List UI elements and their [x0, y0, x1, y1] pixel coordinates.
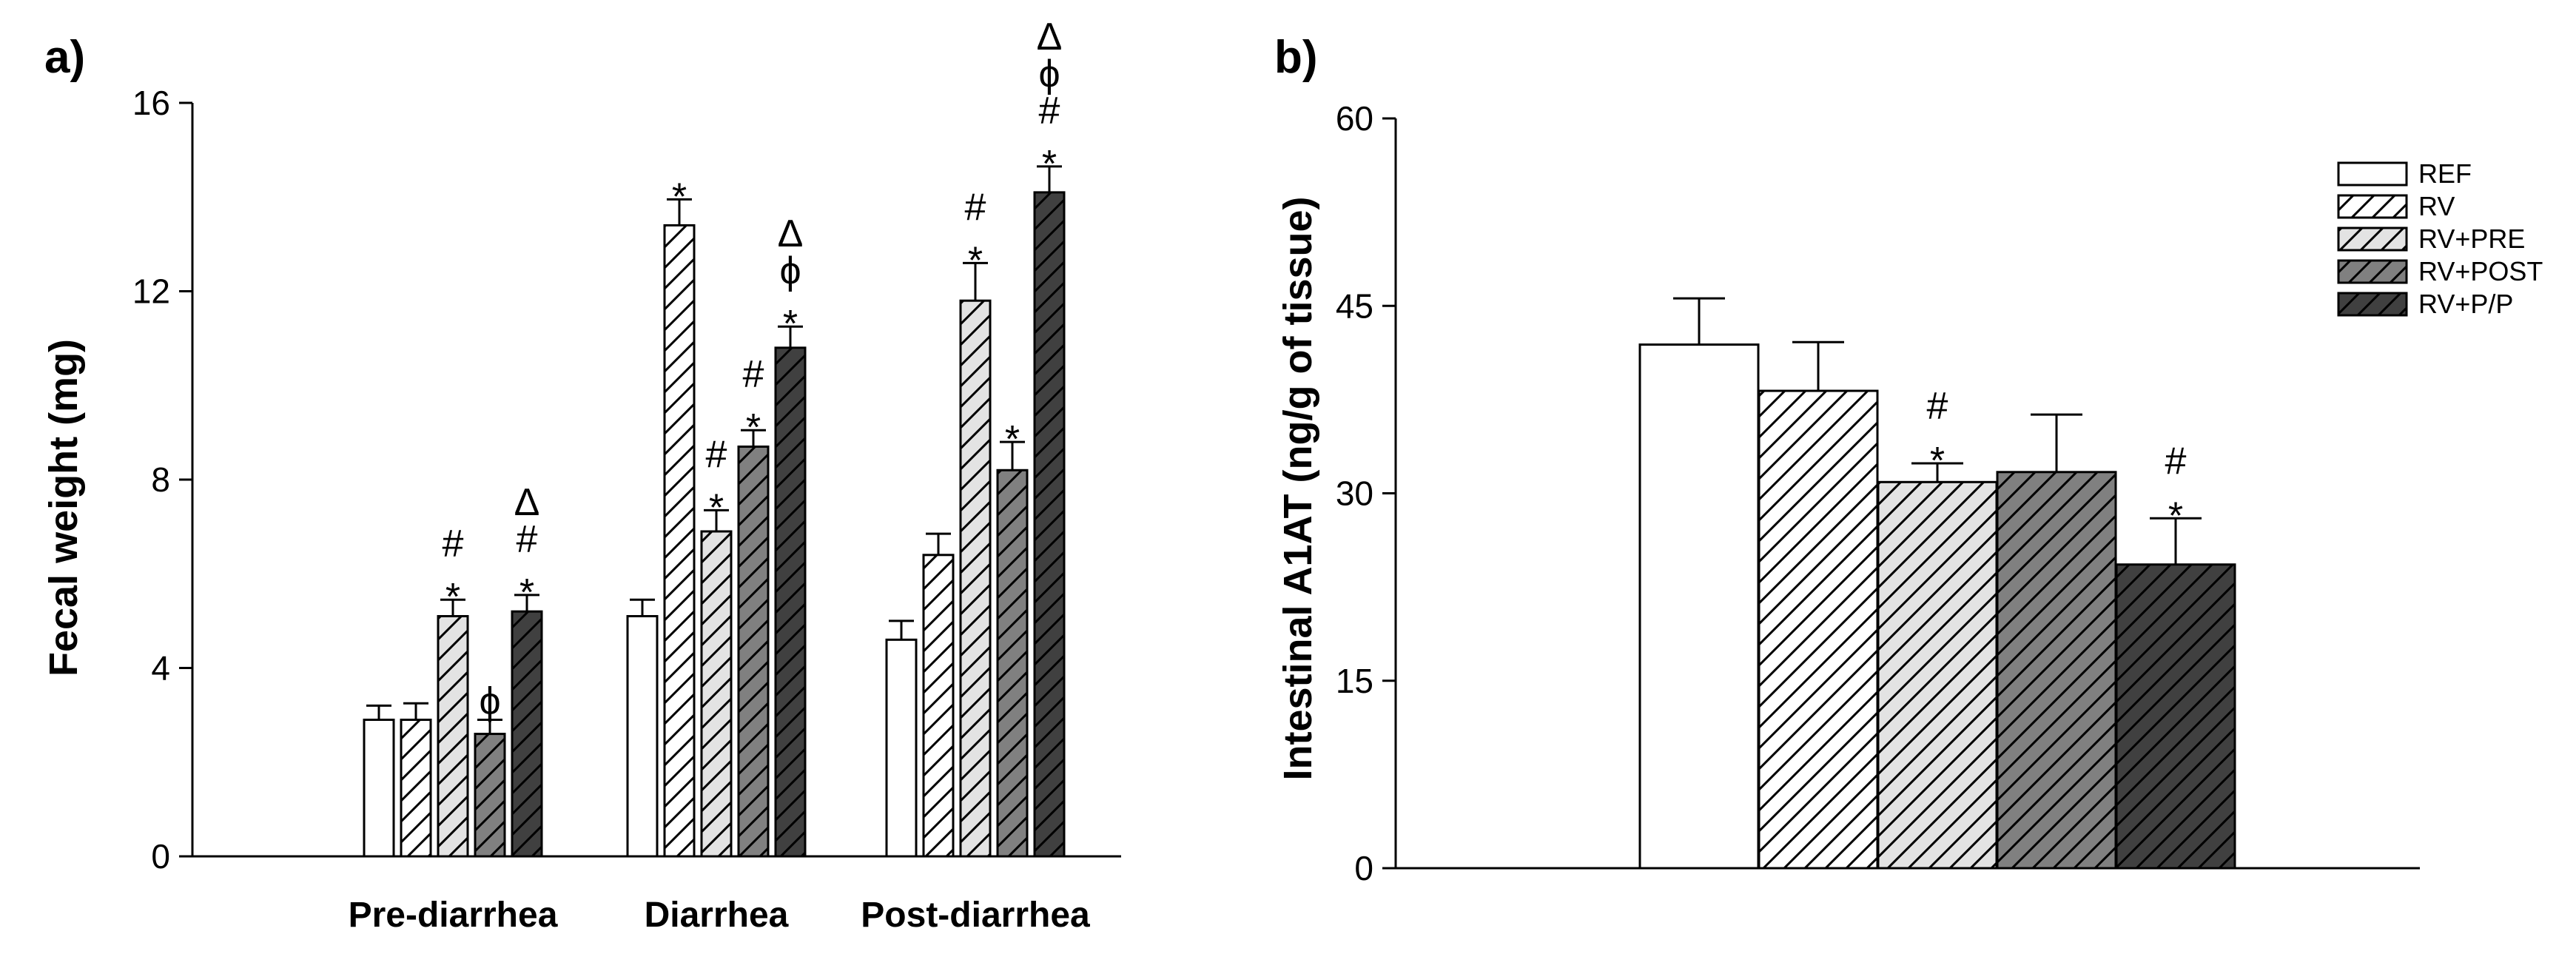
- panel-a-diarrhea-ref-bar: [626, 615, 659, 858]
- panel-b-label: b): [1274, 32, 1318, 83]
- panel-a-category-labels: Pre-diarrhea Diarrhea Post-diarrhea: [349, 896, 1090, 935]
- panel-b-group-rv-pre-significance-mark: *: [1930, 440, 1945, 483]
- panel-a-category-label-pre-diarrhea: Pre-diarrhea: [349, 896, 558, 935]
- panel-a-pre-diarrhea-rv-p-p-bar: [511, 610, 543, 858]
- panel-a-post-diarrhea-rv-p-p-significance-mark: *: [1042, 143, 1057, 186]
- panel-a-axes: 0 4 8 12 16: [132, 84, 1121, 876]
- panel-a-pre-diarrhea-rv-p-p-significance-mark: #: [517, 518, 538, 561]
- panel-b: b) Intestinal A1AT (ng/g of tissue) 0 15 3…: [1274, 32, 2543, 887]
- panel-a-diarrhea-rv-p-p-bar: [774, 346, 807, 858]
- panel-a-diarrhea-rv-pre-significance-mark: #: [706, 433, 727, 476]
- panel-a-category-label-post-diarrhea: Post-diarrhea: [861, 896, 1090, 935]
- panel-a-post-diarrhea-rv-post-significance-mark: *: [1005, 418, 1020, 461]
- panel-a-y-tick-label: 8: [151, 460, 170, 499]
- panel-a-bars: *#ϕ*#Δ**#*#*ϕΔ*#**#ϕΔ: [363, 16, 1066, 858]
- panel-a-diarrhea-rv-post-bar: [737, 445, 770, 858]
- panel-a-pre-diarrhea-rv-p-p-significance-mark: Δ: [514, 481, 540, 524]
- panel-a-post-diarrhea-rv-p-p-bar: [1033, 191, 1066, 858]
- legend-label-rv-post: RV+POST: [2418, 256, 2543, 286]
- panel-a-y-tick-label: 4: [151, 649, 170, 688]
- panel-a-pre-diarrhea-ref-bar: [363, 718, 395, 858]
- legend-swatch-rv-pre: [2337, 226, 2408, 252]
- panel-b-group-rv-post-bar: [1996, 471, 2117, 870]
- panel-a-pre-diarrhea-rv-pre-significance-mark: *: [445, 576, 460, 619]
- panel-b-y-tick-label: 45: [1336, 286, 1373, 325]
- legend-label-rv: RV: [2418, 191, 2455, 221]
- panel-a-pre-diarrhea-rv-p-p-significance-mark: *: [519, 571, 534, 614]
- panel-a-diarrhea-rv-post-significance-mark: *: [746, 406, 761, 449]
- panel-a-post-diarrhea-rv-p-p-significance-mark: #: [1039, 90, 1060, 132]
- panel-b-group-ref-bar: [1638, 343, 1760, 870]
- legend-swatch-ref: [2337, 161, 2408, 187]
- panel-a-post-diarrhea-ref-bar: [885, 638, 918, 858]
- panel-a-pre-diarrhea-rv-pre-bar: [437, 615, 469, 858]
- panel-b-group-rv-p-p-significance-mark: *: [2168, 494, 2183, 537]
- panel-a-diarrhea-rv-p-p-significance-mark: Δ: [778, 212, 804, 255]
- legend-label-rv-p-p: RV+P/P: [2418, 289, 2513, 319]
- panel-a-label: a): [44, 32, 85, 83]
- panel-b-group-rv-bar: [1758, 389, 1879, 870]
- panel-a-category-label-diarrhea: Diarrhea: [645, 896, 789, 935]
- panel-b-bars: * # * #: [1638, 297, 2236, 870]
- panel-b-group-rv-p-p-bar: [2115, 563, 2236, 870]
- panel-a-diarrhea-rv-p-p-significance-mark: *: [783, 303, 798, 346]
- panel-a-y-axis-title: Fecal weight (mg): [41, 339, 86, 676]
- panel-a-post-diarrhea-rv-pre-significance-mark: #: [965, 186, 986, 229]
- panel-a-y-tick-label: 12: [132, 272, 170, 311]
- panel-a-pre-diarrhea-rv-bar: [400, 718, 432, 858]
- panel-a-diarrhea-rv-bar: [663, 224, 696, 858]
- panel-b-y-tick-label: 0: [1354, 849, 1373, 887]
- legend-label-ref: REF: [2418, 158, 2472, 189]
- legend-swatch-rv-p-p: [2337, 292, 2408, 317]
- legend-swatch-rv-post: [2337, 259, 2408, 284]
- panel-b-y-tick-label: 60: [1336, 99, 1373, 138]
- panel-b-y-axis-title: Intestinal A1AT (ng/g of tissue): [1276, 196, 1320, 780]
- panel-a-diarrhea-rv-p-p-significance-mark: ϕ: [779, 249, 801, 292]
- panel-a-pre-diarrhea-rv-post-significance-mark: ϕ: [479, 679, 500, 722]
- panel-a-post-diarrhea-rv-bar: [922, 554, 955, 858]
- panel-b-y-tick-label: 15: [1336, 662, 1373, 700]
- panel-a-diarrhea-rv-post-significance-mark: #: [743, 353, 764, 396]
- legend-label-rv-pre: RV+PRE: [2418, 224, 2525, 254]
- panel-b-group-rv-pre-significance-mark: #: [1927, 385, 1948, 428]
- panel-b-group-rv-pre-bar: [1877, 480, 1998, 870]
- panel-a-post-diarrhea-rv-post-bar: [996, 469, 1029, 858]
- panel-a-y-tick-label: 16: [132, 84, 170, 122]
- panel-a-post-diarrhea-rv-p-p-significance-mark: ϕ: [1038, 53, 1060, 95]
- panel-a-y-tick-label: 0: [151, 837, 170, 876]
- panel-a-pre-diarrhea-rv-post-bar: [474, 733, 506, 858]
- panel-a-diarrhea-rv-pre-bar: [700, 530, 733, 858]
- panel-a-diarrhea-rv-significance-mark: *: [672, 175, 687, 218]
- legend-swatch-rv: [2337, 194, 2408, 219]
- panel-a-post-diarrhea-rv-pre-bar: [959, 299, 992, 858]
- panel-b-group-rv-p-p-significance-mark: #: [2165, 440, 2187, 483]
- panel-b-y-tick-label: 30: [1336, 474, 1373, 513]
- panel-a-diarrhea-rv-pre-significance-mark: *: [709, 486, 724, 529]
- panel-a-post-diarrhea-rv-pre-significance-mark: *: [968, 239, 983, 282]
- panel-a-pre-diarrhea-rv-pre-significance-mark: #: [443, 523, 464, 565]
- panel-a-post-diarrhea-rv-p-p-significance-mark: Δ: [1037, 16, 1063, 58]
